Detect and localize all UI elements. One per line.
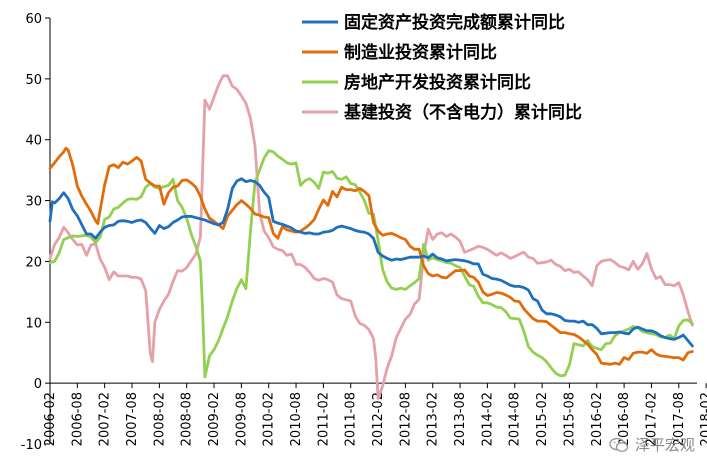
- series-line-2: [48, 149, 694, 379]
- y-axis: -10 0 10 20 30 40 50 60: [21, 12, 51, 453]
- legend-label-3: 基建投资（不含电力）累计同比: [343, 102, 582, 123]
- x-tick-label: 2014-08: [508, 392, 523, 446]
- legend-label-2: 房地产开发投资累计同比: [344, 72, 531, 93]
- legend: 固定资产投资完成额累计同比制造业投资累计同比房地产开发投资累计同比基建投资（不含…: [302, 12, 582, 123]
- x-tick-label: 2011-02: [316, 392, 331, 446]
- x-tick-label: 2010-08: [289, 392, 304, 446]
- legend-label-1: 制造业投资累计同比: [344, 42, 497, 63]
- x-tick-label: 2015-02: [535, 392, 550, 446]
- x-tick-label: 2016-02: [590, 392, 605, 446]
- x-tick-label: 2017-02: [644, 392, 659, 446]
- y-tick-label: 50: [25, 73, 42, 88]
- y-tick-label: 60: [25, 12, 42, 27]
- x-tick-label: 2009-02: [207, 392, 222, 446]
- y-tick-label: 20: [25, 255, 42, 270]
- series-line-1: [48, 146, 694, 366]
- x-tick-label: 2006-08: [70, 392, 85, 446]
- x-axis: 2006-02 2006-08 2007-02 2007-08 2008-02 2008-…: [43, 382, 707, 446]
- x-tick-label: 2007-02: [98, 392, 113, 446]
- series-line-3: [48, 74, 694, 400]
- x-tick-label: 2015-08: [562, 392, 577, 446]
- watermark: 泽平宏观: [609, 434, 695, 455]
- y-tick-label: -10: [21, 438, 42, 453]
- x-tick-label: 2012-02: [371, 392, 386, 446]
- watermark-text: 泽平宏观: [634, 436, 695, 454]
- x-tick-label: 2008-02: [152, 392, 167, 446]
- x-tick-label: 2012-08: [398, 392, 413, 446]
- x-tick-label: 2006-02: [43, 392, 58, 446]
- x-tick-label: 2011-08: [344, 392, 359, 446]
- x-tick-label: 2013-08: [453, 392, 468, 446]
- series-line-0: [48, 177, 694, 348]
- x-tick-label: 2013-02: [426, 392, 441, 446]
- x-tick-label: 2010-02: [262, 392, 277, 446]
- x-tick-label: 2018-02: [699, 392, 707, 446]
- x-tick-label: 2009-08: [234, 392, 249, 446]
- wechat-icon: [609, 437, 629, 452]
- x-tick-label: 2017-08: [672, 392, 687, 446]
- series-layer: [48, 74, 694, 400]
- y-tick-label: 30: [25, 195, 42, 210]
- x-tick-label: 2007-08: [125, 392, 140, 446]
- x-tick-label: 2016-08: [617, 392, 632, 446]
- y-tick-label: 10: [25, 316, 42, 331]
- y-tick-label: 40: [25, 134, 42, 149]
- x-tick-label: 2008-08: [180, 392, 195, 446]
- x-tick-label: 2014-02: [480, 392, 495, 446]
- legend-label-0: 固定资产投资完成额累计同比: [344, 12, 565, 33]
- y-tick-label: 0: [34, 377, 42, 392]
